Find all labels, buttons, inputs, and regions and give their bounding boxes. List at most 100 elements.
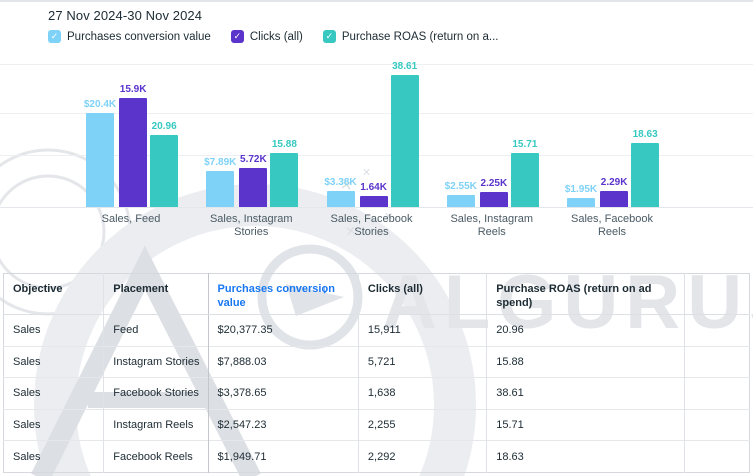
legend-item-label: Purchases conversion value: [67, 30, 211, 43]
cell-objective: Sales: [3, 314, 104, 347]
bar-chart: $20.4K 15.9K 20.96 $7.89K 5.72K 15.88 $3.38K 1.…: [0, 61, 753, 208]
legend-checkbox-icon[interactable]: ✓: [322, 30, 336, 43]
legend-checkbox-icon[interactable]: ✓: [230, 30, 244, 43]
x-axis-label: Sales, Facebook Reels: [571, 213, 653, 238]
bar-value-label: 15.88: [271, 138, 297, 150]
x-axis-label: Sales, Instagram Stories: [209, 213, 293, 238]
bar-value-label: 38.61: [392, 61, 418, 72]
bar-value-label: 15.71: [512, 139, 538, 151]
bar-clicks-all[interactable]: [119, 98, 148, 207]
bar-value-label: 15.9K: [119, 84, 147, 95]
card-top-border: [0, 0, 753, 2]
bar-value-label: $3.38K: [324, 177, 357, 189]
bar-clicks-all[interactable]: [239, 167, 268, 207]
table-row: Sales Instagram Stories $7,888.03 5,721 15.8…: [3, 345, 750, 378]
bar-value-label: 2.25K: [480, 177, 508, 189]
column-header-label: Clicks (all): [367, 283, 423, 295]
bar-purchase-roas-return-on-ad-spend[interactable]: [150, 135, 179, 207]
cell-clicks-all: 15,911: [357, 314, 487, 347]
date-range-title: 27 Nov 2024-30 Nov 2024: [48, 8, 203, 23]
legend-item-label: Clicks (all): [249, 30, 303, 43]
cell-clicks-all: 2,255: [357, 408, 487, 441]
gridline: [0, 113, 753, 114]
cell-placement: Feed: [103, 314, 209, 347]
spacer-cell: [683, 345, 750, 378]
x-axis-line: [0, 207, 753, 208]
cell-objective: Sales: [3, 377, 104, 410]
legend-checkbox-icon[interactable]: ✓: [48, 30, 61, 43]
column-header-label: Objective: [13, 283, 63, 295]
legend-item-purchases-conversion-value[interactable]: ✓ Purchases conversion value: [48, 30, 211, 43]
legend-item-purchase-roas-return-on-a[interactable]: ✓ Purchase ROAS (return on a...: [322, 30, 499, 43]
bar-clicks-all[interactable]: [479, 191, 508, 207]
bar-purchases-conversion-value[interactable]: [446, 195, 475, 207]
bar-group-sales-facebook-reels: $1.95K 2.29K 18.63: [562, 64, 662, 207]
bar-value-label: 2.29K: [600, 177, 628, 189]
bar-purchases-conversion-value[interactable]: [326, 191, 355, 207]
column-header-label: Purchase ROAS (return on ad spend): [496, 283, 652, 309]
bar-purchases-conversion-value[interactable]: [567, 198, 595, 207]
bar-value-label: 1.64K: [360, 181, 387, 193]
bar-value-label: 20.96: [151, 121, 177, 133]
x-axis-label: Sales, Feed: [101, 213, 161, 225]
column-header-purchase-roas-return-on-ad-spend[interactable]: Purchase ROAS (return on ad spend): [486, 273, 685, 315]
bar-group-sales-feed: $20.4K 15.9K 20.96: [81, 64, 181, 207]
legend-item-label: Purchase ROAS (return on a...: [341, 30, 499, 43]
cell-clicks-all: 1,638: [357, 377, 487, 410]
gridline: [0, 155, 753, 156]
bar-value-label: $20.4K: [83, 99, 117, 110]
bar-group-sales-instagram-reels: $2.55K 2.25K 15.71: [442, 64, 542, 207]
cell-purchase-roas-return-on-ad-spend: 15.88: [486, 345, 685, 378]
spacer-cell: [683, 440, 750, 473]
cell-purchase-roas-return-on-ad-spend: 18.63: [486, 440, 685, 473]
column-header-placement[interactable]: Placement: [103, 273, 209, 315]
bar-clicks-all[interactable]: [359, 195, 388, 207]
sort-descending-icon[interactable]: ↓: [321, 282, 328, 296]
column-header-purchases-conversion-value[interactable]: Purchases conversion value ↓: [207, 273, 359, 315]
bar-value-label: $1.95K: [564, 184, 598, 195]
bar-with-label: $7.89K: [204, 157, 236, 207]
cell-purchases-conversion-value: $2,547.23: [207, 408, 359, 441]
cell-placement: Facebook Stories: [103, 377, 209, 410]
column-header-label: Placement: [113, 283, 169, 295]
table-row: Sales Facebook Stories $3,378.65 1,638 38.61: [3, 377, 750, 410]
bar-with-label: 18.63: [631, 129, 660, 207]
cell-clicks-all: 2,292: [357, 440, 487, 473]
bar-with-label: 15.71: [510, 139, 539, 207]
bar-value-label: $2.55K: [444, 181, 477, 193]
cell-placement: Instagram Reels: [103, 408, 209, 441]
cell-placement: Instagram Stories: [103, 345, 209, 378]
bar-value-label: 5.72K: [240, 153, 267, 165]
table-row: Sales Instagram Reels $2,547.23 2,255 15.71: [3, 408, 750, 441]
bar-with-label: 2.25K: [479, 177, 508, 207]
cell-purchases-conversion-value: $20,377.35: [207, 314, 359, 347]
cell-purchases-conversion-value: $3,378.65: [207, 377, 359, 410]
bar-with-label: 15.88: [270, 138, 299, 207]
bar-with-label: $3.38K: [324, 177, 357, 207]
bar-group-sales-instagram-stories: $7.89K 5.72K 15.88: [201, 64, 301, 207]
spacer-cell: [683, 377, 750, 410]
bar-purchases-conversion-value[interactable]: [206, 170, 235, 207]
bar-clicks-all[interactable]: [600, 191, 629, 207]
bar-purchases-conversion-value[interactable]: [86, 113, 114, 207]
bar-with-label: 1.64K: [359, 181, 388, 207]
bar-with-label: $20.4K: [84, 99, 116, 207]
column-header-objective[interactable]: Objective: [3, 273, 104, 315]
legend-item-clicks-all[interactable]: ✓ Clicks (all): [230, 30, 303, 43]
table-row: Sales Feed $20,377.35 15,911 20.96: [3, 314, 750, 347]
bar-purchase-roas-return-on-ad-spend[interactable]: [510, 153, 539, 207]
column-header-clicks-all[interactable]: Clicks (all): [357, 273, 487, 315]
cell-objective: Sales: [3, 345, 104, 378]
gridline: [0, 64, 753, 65]
spacer-column: [683, 273, 750, 315]
column-header-label: Purchases conversion value: [217, 283, 335, 309]
bar-purchase-roas-return-on-ad-spend[interactable]: [631, 143, 660, 207]
results-table: Objective Placement Purchases conversion v…: [3, 273, 750, 473]
cell-purchase-roas-return-on-ad-spend: 38.61: [486, 377, 685, 410]
cell-clicks-all: 5,721: [357, 345, 487, 378]
bar-with-label: 20.96: [150, 121, 179, 207]
cell-objective: Sales: [3, 408, 104, 441]
bar-purchase-roas-return-on-ad-spend[interactable]: [270, 152, 299, 207]
bar-purchase-roas-return-on-ad-spend[interactable]: [390, 75, 419, 207]
